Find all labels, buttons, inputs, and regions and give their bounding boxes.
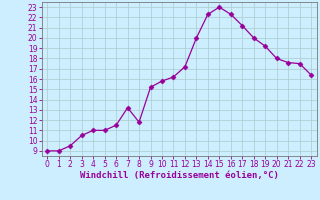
- X-axis label: Windchill (Refroidissement éolien,°C): Windchill (Refroidissement éolien,°C): [80, 171, 279, 180]
